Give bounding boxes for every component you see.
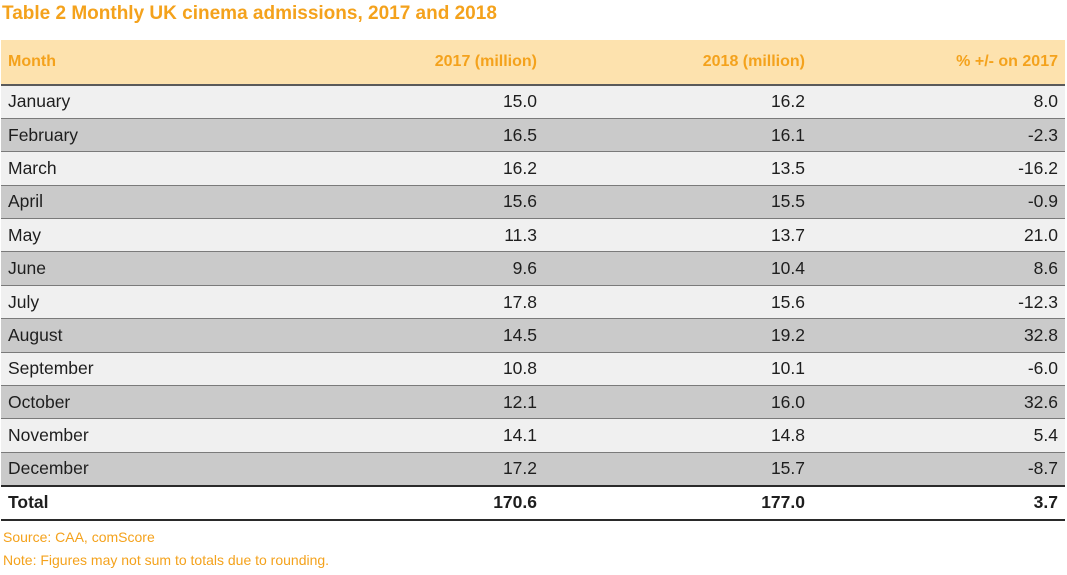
- cell-pct: -2.3: [812, 118, 1065, 153]
- cell-pct: -0.9: [812, 185, 1065, 220]
- table-row: January 15.0 16.2 8.0: [1, 85, 1065, 119]
- total-2017: 170.6: [274, 484, 544, 521]
- cell-2018: 14.8: [544, 418, 812, 453]
- cell-pct: 32.8: [812, 318, 1065, 353]
- table-row: February 16.5 16.1 -2.3: [1, 118, 1065, 153]
- cell-2017: 12.1: [274, 385, 544, 420]
- cell-2018: 15.5: [544, 185, 812, 220]
- cell-pct: -6.0: [812, 352, 1065, 387]
- cell-month: September: [1, 352, 274, 387]
- admissions-table: Month 2017 (million) 2018 (million) % +/…: [1, 40, 1065, 521]
- cell-2018: 10.1: [544, 352, 812, 387]
- table-row: June 9.6 10.4 8.6: [1, 251, 1065, 286]
- cell-2018: 10.4: [544, 251, 812, 286]
- total-2018: 177.0: [544, 484, 812, 521]
- cell-2017: 9.6: [274, 251, 544, 286]
- cell-pct: 32.6: [812, 385, 1065, 420]
- table-row: October 12.1 16.0 32.6: [1, 385, 1065, 420]
- cell-2018: 19.2: [544, 318, 812, 353]
- table-title: Table 2 Monthly UK cinema admissions, 20…: [2, 3, 497, 24]
- table-row: November 14.1 14.8 5.4: [1, 418, 1065, 453]
- table-row: May 11.3 13.7 21.0: [1, 218, 1065, 253]
- header-pct-change: % +/- on 2017: [812, 40, 1065, 86]
- cell-pct: 8.0: [812, 85, 1065, 119]
- table-row: March 16.2 13.5 -16.2: [1, 151, 1065, 186]
- cell-2017: 17.2: [274, 452, 544, 487]
- table-row: September 10.8 10.1 -6.0: [1, 352, 1065, 387]
- cell-2017: 14.5: [274, 318, 544, 353]
- header-month: Month: [1, 40, 274, 86]
- cell-2017: 17.8: [274, 285, 544, 320]
- table-row: December 17.2 15.7 -8.7: [1, 452, 1065, 487]
- cell-month: May: [1, 218, 274, 253]
- total-pct: 3.7: [812, 484, 1065, 521]
- total-row: Total 170.6 177.0 3.7: [1, 484, 1065, 521]
- cell-pct: 8.6: [812, 251, 1065, 286]
- cell-pct: 5.4: [812, 418, 1065, 453]
- cell-2017: 16.2: [274, 151, 544, 186]
- cell-month: February: [1, 118, 274, 153]
- cell-month: November: [1, 418, 274, 453]
- cell-2018: 13.5: [544, 151, 812, 186]
- cell-2018: 16.2: [544, 85, 812, 119]
- cell-2017: 15.0: [274, 85, 544, 119]
- cell-pct: -8.7: [812, 452, 1065, 487]
- cell-month: April: [1, 185, 274, 220]
- cell-2018: 13.7: [544, 218, 812, 253]
- cell-2018: 16.0: [544, 385, 812, 420]
- cell-2018: 15.6: [544, 285, 812, 320]
- cell-month: August: [1, 318, 274, 353]
- table-row: August 14.5 19.2 32.8: [1, 318, 1065, 353]
- cell-2017: 14.1: [274, 418, 544, 453]
- cell-month: January: [1, 85, 274, 119]
- cell-month: July: [1, 285, 274, 320]
- cell-month: October: [1, 385, 274, 420]
- cell-pct: -12.3: [812, 285, 1065, 320]
- cell-2018: 15.7: [544, 452, 812, 487]
- cell-2018: 16.1: [544, 118, 812, 153]
- cell-2017: 10.8: [274, 352, 544, 387]
- total-label: Total: [1, 484, 274, 521]
- header-row: Month 2017 (million) 2018 (million) % +/…: [1, 40, 1065, 86]
- cell-month: June: [1, 251, 274, 286]
- cell-2017: 15.6: [274, 185, 544, 220]
- source-note: Source: CAA, comScore: [3, 529, 155, 545]
- cell-pct: 21.0: [812, 218, 1065, 253]
- cell-2017: 11.3: [274, 218, 544, 253]
- table-row: July 17.8 15.6 -12.3: [1, 285, 1065, 320]
- cell-month: March: [1, 151, 274, 186]
- header-2018: 2018 (million): [544, 40, 812, 86]
- header-2017: 2017 (million): [274, 40, 544, 86]
- cell-month: December: [1, 452, 274, 487]
- cell-2017: 16.5: [274, 118, 544, 153]
- cell-pct: -16.2: [812, 151, 1065, 186]
- table-row: April 15.6 15.5 -0.9: [1, 185, 1065, 220]
- rounding-note: Note: Figures may not sum to totals due …: [3, 552, 330, 568]
